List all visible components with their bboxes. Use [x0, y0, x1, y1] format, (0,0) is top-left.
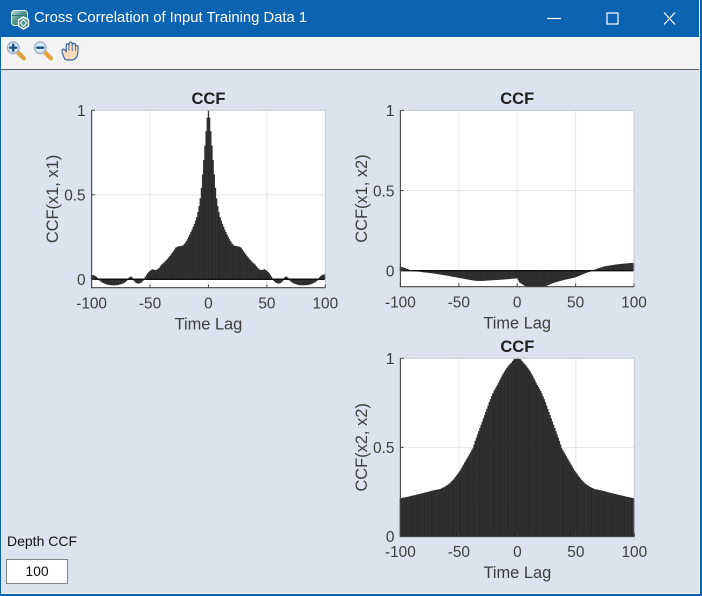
svg-text:0.5: 0.5: [373, 183, 394, 200]
svg-text:CCF(x2, x2): CCF(x2, x2): [353, 403, 371, 491]
svg-text:-100: -100: [76, 295, 107, 312]
svg-text:Time Lag: Time Lag: [483, 315, 551, 333]
svg-text:100: 100: [621, 544, 647, 561]
svg-text:100: 100: [312, 295, 338, 312]
svg-text:0.5: 0.5: [64, 188, 85, 205]
svg-text:0.5: 0.5: [373, 440, 394, 457]
svg-text:0: 0: [513, 544, 522, 561]
svg-text:0: 0: [77, 272, 86, 289]
svg-text:Time Lag: Time Lag: [175, 316, 243, 334]
svg-text:1: 1: [77, 103, 86, 120]
svg-text:CCF: CCF: [500, 338, 534, 356]
svg-text:1: 1: [386, 351, 395, 368]
svg-text:50: 50: [258, 295, 275, 312]
svg-text:-50: -50: [448, 544, 470, 561]
svg-text:1: 1: [386, 103, 395, 120]
svg-text:0: 0: [513, 294, 522, 311]
svg-text:0: 0: [386, 529, 395, 546]
svg-text:-100: -100: [385, 294, 416, 311]
svg-text:-100: -100: [385, 544, 416, 561]
svg-text:50: 50: [567, 294, 584, 311]
svg-text:0: 0: [204, 295, 213, 312]
svg-text:-50: -50: [448, 294, 470, 311]
svg-text:-50: -50: [139, 295, 161, 312]
svg-text:Time Lag: Time Lag: [483, 564, 551, 582]
svg-text:0: 0: [386, 263, 395, 280]
svg-text:50: 50: [567, 544, 584, 561]
svg-text:100: 100: [621, 294, 647, 311]
svg-text:CCF(x1, x1): CCF(x1, x1): [44, 155, 62, 243]
svg-text:CCF: CCF: [191, 90, 225, 108]
svg-text:CCF: CCF: [500, 90, 534, 108]
svg-text:CCF(x1, x2): CCF(x1, x2): [353, 154, 371, 242]
